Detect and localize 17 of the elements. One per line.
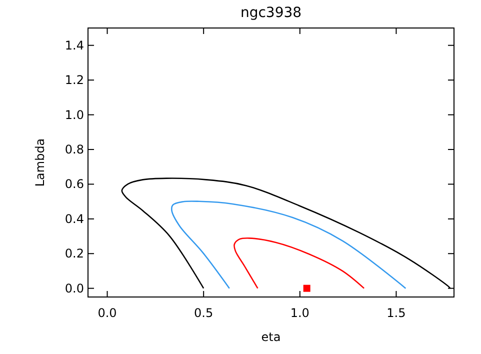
y-tick-label: 1.4 [64,38,84,52]
y-axis-title: Lambda [33,138,47,187]
x-tick-label: 0.0 [98,306,117,320]
y-tick-label: 0.0 [64,281,84,296]
x-tick-label: 1.0 [290,306,310,320]
x-axis-title: eta [261,330,281,344]
y-tick-label: 1.0 [64,108,84,122]
line-series [234,237,365,289]
chart-title: ngc3938 [240,5,302,21]
y-tick-label: 0.6 [64,177,84,192]
line-series [170,200,406,289]
x-tick-label: 1.5 [386,306,406,320]
y-tick-label: 1.2 [64,73,84,88]
y-tick-label: 0.4 [64,212,84,226]
y-tick-label: 0.2 [64,246,84,261]
x-tick-label: 0.5 [194,306,214,320]
y-tick-label: 0.8 [64,142,84,156]
